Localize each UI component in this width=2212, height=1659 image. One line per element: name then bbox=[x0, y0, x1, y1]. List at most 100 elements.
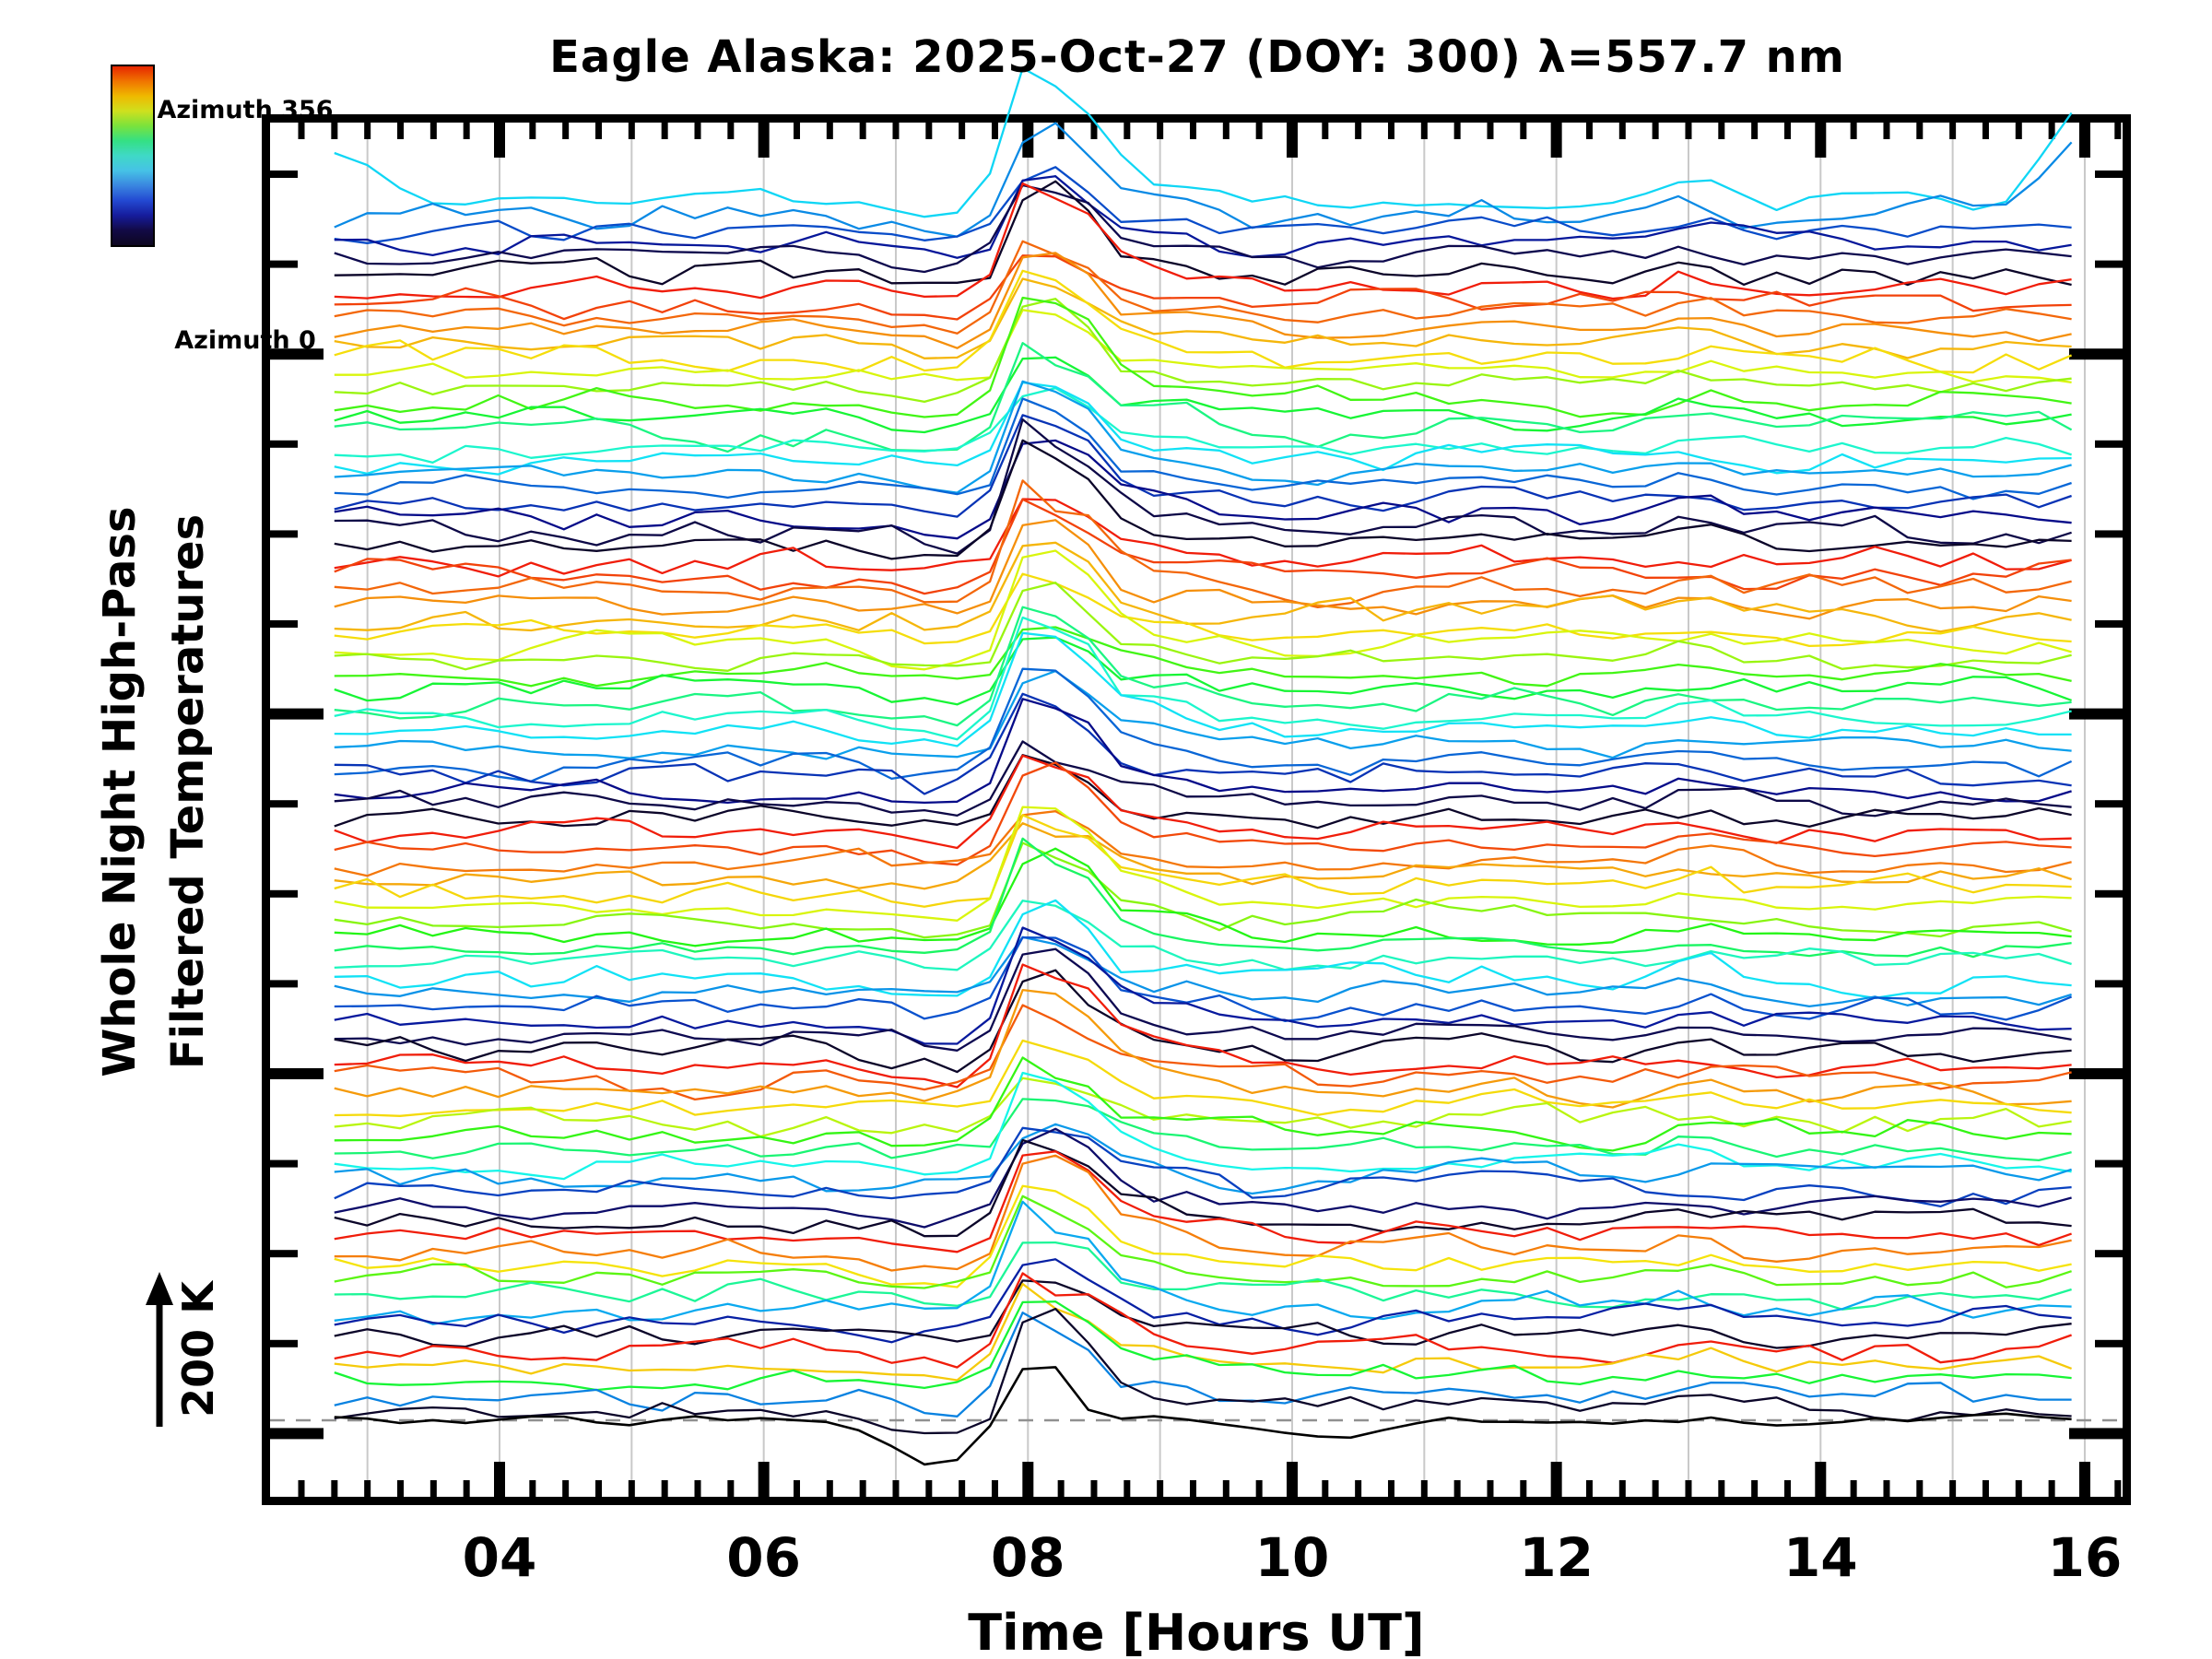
azimuth-trace bbox=[334, 381, 2072, 476]
x-minor-tick bbox=[529, 1480, 536, 1497]
x-minor-tick bbox=[1222, 1480, 1230, 1497]
y-major-tick-right bbox=[2069, 1068, 2123, 1079]
x-major-tick-top bbox=[758, 123, 770, 158]
y-minor-tick bbox=[270, 620, 298, 628]
top-spine bbox=[262, 114, 2131, 123]
azimuth-trace bbox=[334, 1150, 2072, 1253]
azimuth-trace bbox=[334, 180, 2072, 287]
x-minor-tick-top bbox=[1783, 123, 1791, 139]
x-major-tick-top bbox=[1286, 123, 1298, 158]
x-minor-tick-top bbox=[1718, 123, 1725, 139]
x-minor-tick-top bbox=[2048, 123, 2055, 139]
azimuth-trace bbox=[334, 397, 2072, 500]
azimuth-trace bbox=[334, 549, 2072, 671]
azimuth-trace bbox=[334, 1077, 2072, 1138]
azimuth-trace bbox=[334, 342, 2073, 453]
x-major-tick bbox=[1022, 1462, 1034, 1497]
azimuth-trace bbox=[334, 414, 2072, 518]
azimuth-trace bbox=[334, 761, 2072, 866]
colorbar-min-label: Azimuth 0 bbox=[174, 326, 316, 355]
y-minor-tick bbox=[270, 171, 298, 178]
azimuth-trace bbox=[334, 1126, 2072, 1208]
azimuth-trace bbox=[334, 1282, 2073, 1382]
azimuth-trace bbox=[334, 626, 2072, 688]
azimuth-trace bbox=[334, 692, 2072, 795]
x-tick-label: 10 bbox=[1254, 1526, 1330, 1589]
x-minor-tick-top bbox=[892, 123, 900, 139]
azimuth-trace bbox=[334, 498, 2072, 595]
azimuth-trace bbox=[334, 572, 2072, 648]
x-minor-tick-top bbox=[1157, 123, 1164, 139]
azimuth-trace bbox=[334, 1279, 2072, 1349]
y-major-tick-right bbox=[2069, 708, 2123, 720]
x-minor-tick bbox=[1751, 1480, 1759, 1497]
y-minor-tick-right bbox=[2095, 889, 2123, 898]
azimuth-trace bbox=[334, 541, 2072, 633]
x-minor-tick-top bbox=[594, 123, 602, 139]
azimuth-trace bbox=[334, 298, 2072, 404]
x-minor-tick-top bbox=[331, 123, 338, 139]
x-minor-tick-top bbox=[925, 123, 933, 139]
azimuth-trace bbox=[334, 1004, 2072, 1101]
x-minor-tick-top bbox=[364, 123, 371, 139]
azimuth-trace bbox=[334, 1272, 2072, 1369]
x-minor-tick bbox=[594, 1480, 602, 1497]
x-minor-tick bbox=[1387, 1480, 1394, 1497]
azimuth-trace bbox=[334, 122, 2073, 238]
x-minor-tick bbox=[1685, 1480, 1692, 1497]
y-minor-tick-right bbox=[2095, 1159, 2123, 1168]
x-minor-tick bbox=[1883, 1480, 1890, 1497]
x-minor-tick-top bbox=[826, 123, 833, 139]
azimuth-trace bbox=[334, 669, 2072, 760]
azimuth-trace bbox=[334, 926, 2072, 1045]
x-minor-tick-top bbox=[694, 123, 701, 139]
y-major-tick bbox=[270, 1068, 324, 1079]
x-axis-title: Time [Hours UT] bbox=[968, 1604, 1425, 1659]
x-minor-tick bbox=[1453, 1480, 1461, 1497]
azimuth-trace bbox=[334, 606, 2072, 727]
x-minor-tick-top bbox=[1883, 123, 1890, 139]
azimuth-trace bbox=[334, 1039, 2072, 1117]
x-minor-tick bbox=[397, 1480, 405, 1497]
azimuth-trace bbox=[334, 1194, 2072, 1289]
azimuth-trace bbox=[334, 254, 2072, 321]
x-minor-tick-top bbox=[1585, 123, 1593, 139]
azimuth-trace bbox=[334, 252, 2072, 349]
x-minor-tick-top bbox=[1949, 123, 1957, 139]
azimuth-trace bbox=[334, 240, 2072, 335]
x-minor-tick bbox=[1618, 1480, 1626, 1497]
x-minor-tick-top bbox=[1090, 123, 1098, 139]
azimuth-trace bbox=[334, 814, 2072, 908]
x-major-tick bbox=[758, 1462, 770, 1497]
x-minor-tick-top bbox=[1453, 123, 1461, 139]
x-minor-tick bbox=[826, 1480, 833, 1497]
azimuth-trace bbox=[334, 947, 2072, 1052]
x-major-tick bbox=[1286, 1462, 1298, 1497]
x-minor-tick-top bbox=[991, 123, 998, 139]
x-minor-tick bbox=[859, 1480, 866, 1497]
azimuth-trace bbox=[334, 1300, 2072, 1392]
x-minor-tick bbox=[1355, 1480, 1362, 1497]
x-minor-tick bbox=[2048, 1480, 2055, 1497]
y-minor-tick-right bbox=[2095, 440, 2123, 448]
y-axis-label-line1: Whole Night High-Pass bbox=[94, 506, 146, 1077]
azimuth-trace bbox=[334, 1098, 2072, 1162]
azimuth-trace bbox=[334, 1123, 2072, 1195]
x-minor-tick-top bbox=[1420, 123, 1428, 139]
x-minor-tick bbox=[1157, 1480, 1164, 1497]
azimuth-trace bbox=[334, 418, 2072, 555]
azimuth-trace bbox=[334, 182, 2072, 300]
x-minor-tick bbox=[2015, 1480, 2022, 1497]
x-minor-tick-top bbox=[661, 123, 668, 139]
x-minor-tick-top bbox=[1652, 123, 1659, 139]
azimuth-trace bbox=[334, 841, 2072, 939]
y-major-tick-right bbox=[2069, 1428, 2123, 1440]
y-minor-tick-right bbox=[2095, 530, 2123, 538]
azimuth-trace bbox=[334, 806, 2072, 922]
y-minor-tick-right bbox=[2095, 980, 2123, 988]
azimuth-trace bbox=[334, 935, 2072, 1008]
x-tick-label: 12 bbox=[1519, 1526, 1594, 1589]
x-minor-tick-top bbox=[463, 123, 470, 139]
x-major-tick bbox=[2078, 1462, 2090, 1497]
y-minor-tick bbox=[270, 1339, 298, 1347]
